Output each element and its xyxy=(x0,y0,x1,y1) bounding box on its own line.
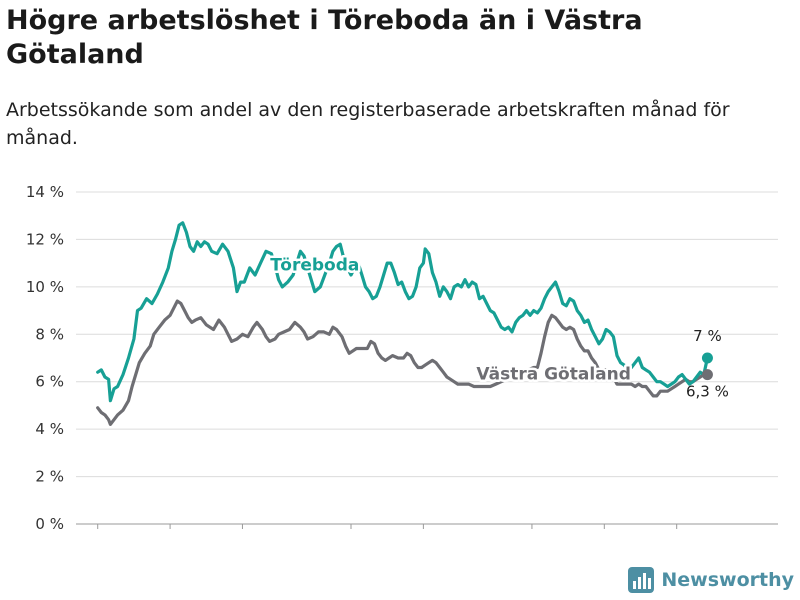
x-tick-label: 2012 xyxy=(223,539,261,540)
x-tick-label: 2024 xyxy=(658,539,696,540)
x-tick-label: 2020 xyxy=(513,539,551,540)
y-tick-label: 0 % xyxy=(35,515,64,533)
gridlines xyxy=(76,191,778,525)
series-line-töreboda xyxy=(96,221,709,403)
x-tick-label: 2010 xyxy=(151,539,189,540)
newsworthy-logo-icon xyxy=(628,567,655,593)
x-axis-ticks: 2008 2010 2012 2015 2017 2020 2022 2024 xyxy=(79,524,696,540)
brand-logo: Newsworthy xyxy=(627,564,794,596)
series-name-label: Töreboda xyxy=(270,255,359,275)
series-end-label: 6,3 % xyxy=(686,383,729,401)
line-chart: 0 % 2 % 4 % 6 % 8 % 10 % 12 % 14 % 2008 2010 2012… xyxy=(26,183,778,540)
x-tick-label: 2017 xyxy=(404,539,442,540)
y-axis-ticks: 0 % 2 % 4 % 6 % 8 % 10 % 12 % 14 % xyxy=(26,183,64,533)
series-end-point xyxy=(701,352,713,364)
y-tick-label: 12 % xyxy=(26,230,64,248)
x-tick-label: 2015 xyxy=(332,539,370,540)
series-name-label: Västra Götaland xyxy=(476,364,631,384)
y-tick-label: 2 % xyxy=(35,468,64,486)
brand-name: Newsworthy xyxy=(661,569,794,591)
x-tick-label: 2022 xyxy=(585,539,623,540)
chart-title: Högre arbetslöshet i Töreboda än i Västr… xyxy=(6,5,643,70)
y-tick-label: 10 % xyxy=(26,278,64,296)
y-tick-label: 4 % xyxy=(35,420,64,438)
y-tick-label: 6 % xyxy=(35,373,64,391)
series-end-point xyxy=(701,369,713,381)
y-tick-label: 14 % xyxy=(26,183,64,201)
y-tick-label: 8 % xyxy=(35,325,64,343)
series-labels: Töreboda Västra Götaland 7 % 6,3 % xyxy=(268,253,729,401)
series-line-västra-götaland xyxy=(96,299,709,426)
chart-subtitle: Arbetssökande som andel av den registerb… xyxy=(6,99,730,149)
series-end-label: 7 % xyxy=(693,327,722,345)
series-lines xyxy=(96,221,709,426)
x-tick-label: 2008 xyxy=(79,539,117,540)
